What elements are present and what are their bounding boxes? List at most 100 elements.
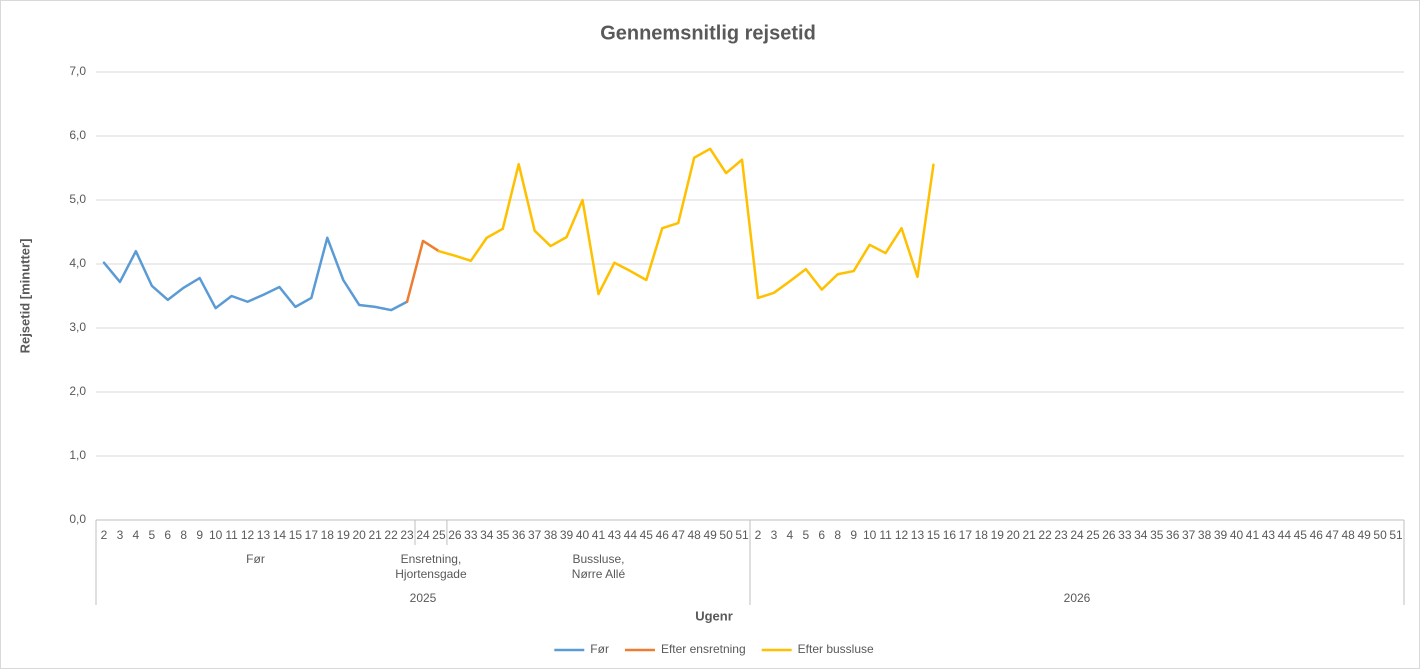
x-tick-label: 8	[180, 528, 187, 542]
x-tick-label: 50	[719, 528, 733, 542]
y-tick-label: 0,0	[69, 512, 86, 526]
x-tick-label: 50	[1373, 528, 1387, 542]
y-tick-label: 5,0	[69, 192, 86, 206]
x-tick-label: 20	[353, 528, 367, 542]
x-tick-label: 40	[576, 528, 590, 542]
x-tick-label: 22	[1038, 528, 1052, 542]
line-series	[405, 239, 441, 304]
x-tick-label: 39	[560, 528, 574, 542]
x-tick-label: 14	[273, 528, 287, 542]
x-tick-label: 41	[1246, 528, 1260, 542]
y-tick-label: 3,0	[69, 320, 86, 334]
x-tick-label: 48	[1341, 528, 1355, 542]
x-tick-label: 36	[512, 528, 526, 542]
group-label: Bussluse, Nørre Allé	[572, 552, 626, 581]
x-tick-label: 13	[911, 528, 925, 542]
x-tick-label: 17	[305, 528, 319, 542]
x-tick-label: 33	[464, 528, 478, 542]
x-tick-label: 35	[1150, 528, 1164, 542]
x-tick-label: 48	[687, 528, 701, 542]
legend-label: Efter ensretning	[661, 642, 746, 656]
x-tick-label: 43	[608, 528, 622, 542]
y-tick-label: 1,0	[69, 448, 86, 462]
x-tick-label: 15	[289, 528, 303, 542]
x-tick-label: 19	[337, 528, 351, 542]
x-tick-label: 23	[400, 528, 414, 542]
x-tick-label: 38	[544, 528, 558, 542]
group-label: Ensretning, Hjortensgade	[395, 552, 467, 581]
x-tick-label: 10	[209, 528, 223, 542]
x-tick-label: 6	[818, 528, 825, 542]
x-tick-label: 44	[1278, 528, 1292, 542]
x-tick-label: 3	[117, 528, 124, 542]
x-tick-label: 22	[384, 528, 398, 542]
x-tick-label: 46	[1310, 528, 1324, 542]
x-tick-label: 47	[672, 528, 686, 542]
x-tick-label: 37	[528, 528, 542, 542]
x-tick-label: 21	[1022, 528, 1036, 542]
x-tick-label: 11	[225, 528, 238, 542]
year-label: 2025	[410, 591, 437, 605]
x-tick-label: 51	[1389, 528, 1403, 542]
x-tick-label: 49	[703, 528, 717, 542]
x-tick-label: 45	[1294, 528, 1308, 542]
legend-label: Før	[590, 642, 609, 656]
year-label: 2026	[1064, 591, 1091, 605]
x-tick-label: 2	[755, 528, 762, 542]
x-tick-label: 5	[148, 528, 155, 542]
x-tick-label: 6	[164, 528, 171, 542]
x-tick-label: 34	[480, 528, 494, 542]
y-tick-label: 2,0	[69, 384, 86, 398]
y-tick-label: 7,0	[69, 64, 86, 78]
chart-title: Gennemsnitlig rejsetid	[600, 22, 816, 44]
x-tick-label: 12	[241, 528, 255, 542]
x-tick-label: 19	[991, 528, 1005, 542]
x-tick-label: 12	[895, 528, 909, 542]
x-tick-label: 24	[416, 528, 430, 542]
x-tick-label: 43	[1262, 528, 1276, 542]
x-tick-label: 10	[863, 528, 877, 542]
x-tick-label: 11	[879, 528, 892, 542]
line-series	[102, 236, 409, 312]
y-tick-label: 6,0	[69, 128, 86, 142]
x-tick-label: 35	[496, 528, 510, 542]
x-tick-label: 40	[1230, 528, 1244, 542]
x-tick-label: 18	[975, 528, 989, 542]
x-tick-label: 36	[1166, 528, 1180, 542]
x-tick-label: 37	[1182, 528, 1196, 542]
x-tick-label: 2	[101, 528, 108, 542]
x-tick-label: 24	[1070, 528, 1084, 542]
x-tick-label: 4	[787, 528, 794, 542]
x-axis-title: Ugenr	[695, 608, 733, 623]
legend-label: Efter bussluse	[798, 642, 874, 656]
x-tick-label: 34	[1134, 528, 1148, 542]
x-tick-label: 46	[656, 528, 670, 542]
x-tick-label: 41	[592, 528, 606, 542]
x-tick-label: 23	[1054, 528, 1068, 542]
line-series	[437, 147, 935, 300]
x-tick-label: 18	[321, 528, 335, 542]
x-tick-label: 15	[927, 528, 941, 542]
x-tick-label: 21	[368, 528, 382, 542]
x-tick-label: 25	[1086, 528, 1100, 542]
y-axis-title: Rejsetid [minutter]	[17, 239, 32, 354]
x-tick-label: 4	[133, 528, 140, 542]
x-tick-label: 44	[624, 528, 638, 542]
x-tick-label: 20	[1007, 528, 1021, 542]
x-tick-label: 38	[1198, 528, 1212, 542]
x-tick-label: 25	[432, 528, 446, 542]
x-tick-label: 5	[802, 528, 809, 542]
x-tick-label: 49	[1357, 528, 1371, 542]
x-tick-label: 26	[448, 528, 462, 542]
x-tick-label: 17	[959, 528, 973, 542]
x-tick-label: 47	[1326, 528, 1340, 542]
x-tick-label: 13	[257, 528, 271, 542]
y-tick-label: 4,0	[69, 256, 86, 270]
x-tick-label: 39	[1214, 528, 1228, 542]
x-tick-label: 33	[1118, 528, 1132, 542]
group-label: Før	[246, 552, 265, 566]
x-tick-label: 26	[1102, 528, 1116, 542]
x-tick-label: 3	[771, 528, 778, 542]
